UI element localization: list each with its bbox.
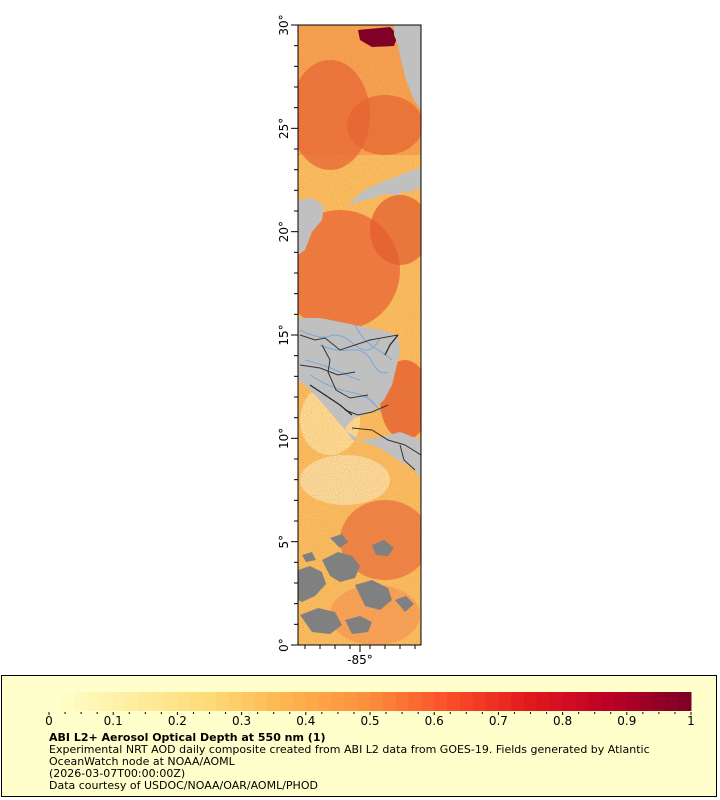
longitude-axis: -85°	[304, 645, 416, 667]
colorbar-tick-label: 0.5	[360, 714, 379, 728]
colorbar-tick-label: 0.8	[553, 714, 572, 728]
colorbar-tick-label: 0.2	[168, 714, 187, 728]
colorbar-swatch	[665, 692, 679, 711]
colorbar-swatches	[49, 692, 692, 711]
land-florida-north	[394, 25, 421, 110]
land-cuba	[348, 168, 421, 205]
colorbar-swatch	[357, 692, 371, 711]
colorbar-swatch	[318, 692, 332, 711]
colorbar-swatch	[126, 692, 140, 711]
legend-credit: Data courtesy of USDOC/NOAA/OAR/AOML/PHO…	[49, 779, 318, 792]
colorbar-swatch	[215, 692, 230, 711]
colorbar: 0 0.1 0.2 0.3 0.4 0.5 0.6 0.7 0.8 0.9 1	[45, 692, 695, 728]
country-borders	[299, 334, 421, 471]
colorbar-swatch	[331, 692, 345, 711]
colorbar-swatch	[485, 692, 499, 711]
lat-tick-label: 20°	[277, 221, 291, 242]
latitude-axis: 0° 5° 10° 15° 20° 25° 30°	[277, 14, 298, 652]
lat-tick-label: 10°	[277, 428, 291, 449]
colorbar-swatch	[267, 692, 281, 711]
colorbar-swatch	[549, 692, 564, 711]
colorbar-swatch	[459, 692, 474, 711]
colorbar-swatch	[280, 692, 294, 711]
colorbar-swatch	[536, 692, 551, 711]
lat-tick-label: 25°	[277, 118, 291, 139]
country-border-major	[309, 334, 399, 416]
colorbar-swatch	[511, 692, 525, 711]
colorbar-swatch	[203, 692, 217, 711]
legend-panel: 0 0.1 0.2 0.3 0.4 0.5 0.6 0.7 0.8 0.9 1 ABI L2+ Ae…	[1, 675, 717, 797]
colorbar-tick-label: 0	[45, 714, 53, 728]
colorbar-swatch	[228, 692, 243, 711]
lat-tick-label: 15°	[277, 324, 291, 345]
colorbar-tick-label: 0.4	[296, 714, 315, 728]
colorbar-swatch	[498, 692, 512, 711]
colorbar-tick-label: 0.3	[232, 714, 251, 728]
colorbar-swatch	[49, 692, 63, 711]
land-small-island	[402, 182, 416, 194]
map-plot-area	[298, 25, 421, 645]
colorbar-swatch	[241, 692, 255, 711]
colorbar-swatch	[138, 692, 153, 711]
colorbar-tick-label: 1	[687, 714, 695, 728]
colorbar-swatch	[305, 692, 320, 711]
colorbar-swatch	[61, 692, 76, 711]
no-data-areas	[298, 534, 414, 634]
colorbar-swatch	[87, 692, 101, 711]
lat-tick-label: 0°	[277, 638, 291, 652]
colorbar-swatch	[395, 692, 410, 711]
colorbar-swatch	[421, 692, 435, 711]
legend-description: Experimental NRT AOD daily composite cre…	[49, 743, 650, 768]
colorbar-swatch	[74, 692, 89, 711]
colorbar-swatch	[678, 692, 692, 711]
colorbar-swatch	[613, 692, 628, 711]
colorbar-swatch	[472, 692, 487, 711]
lat-tick-label: 5°	[277, 535, 291, 549]
colorbar-swatch	[639, 692, 653, 711]
colorbar-swatch	[151, 692, 166, 711]
colorbar-swatch	[588, 692, 602, 711]
colorbar-swatch	[370, 692, 384, 711]
land-yucatan	[298, 198, 324, 255]
colorbar-swatch	[524, 692, 538, 711]
colorbar-swatch	[254, 692, 268, 711]
lon-tick-label: -85°	[347, 653, 373, 667]
colorbar-swatch	[344, 692, 358, 711]
colorbar-swatch	[447, 692, 461, 711]
colorbar-tick-label: 0.1	[104, 714, 123, 728]
colorbar-tick-label: 0.6	[425, 714, 444, 728]
colorbar-tick-label: 0.9	[617, 714, 636, 728]
colorbar-swatch	[177, 692, 191, 711]
colorbar-tick-label: 0.7	[489, 714, 508, 728]
colorbar-swatch	[562, 692, 576, 711]
colorbar-swatch	[164, 692, 178, 711]
colorbar-swatch	[292, 692, 307, 711]
colorbar-swatch	[626, 692, 641, 711]
colorbar-swatch	[408, 692, 422, 711]
aod-map: 0° 5° 10° 15° 20° 25° 30° -85°	[277, 14, 422, 667]
lat-tick-label: 30°	[277, 14, 291, 35]
colorbar-ticks: 0 0.1 0.2 0.3 0.4 0.5 0.6 0.7 0.8 0.9 1	[45, 712, 695, 728]
colorbar-swatch	[190, 692, 204, 711]
colorbar-swatch	[100, 692, 114, 711]
legend-date: (2026-03-07T00:00:00Z)	[49, 767, 186, 780]
colorbar-swatch	[575, 692, 589, 711]
colorbar-swatch	[652, 692, 666, 711]
rivers	[299, 324, 393, 413]
colorbar-swatch	[601, 692, 615, 711]
aod-max-patch	[358, 27, 398, 47]
colorbar-swatch	[113, 692, 127, 711]
colorbar-swatch	[434, 692, 448, 711]
colorbar-swatch	[382, 692, 397, 711]
legend-title: ABI L2+ Aerosol Optical Depth at 550 nm …	[49, 731, 326, 744]
